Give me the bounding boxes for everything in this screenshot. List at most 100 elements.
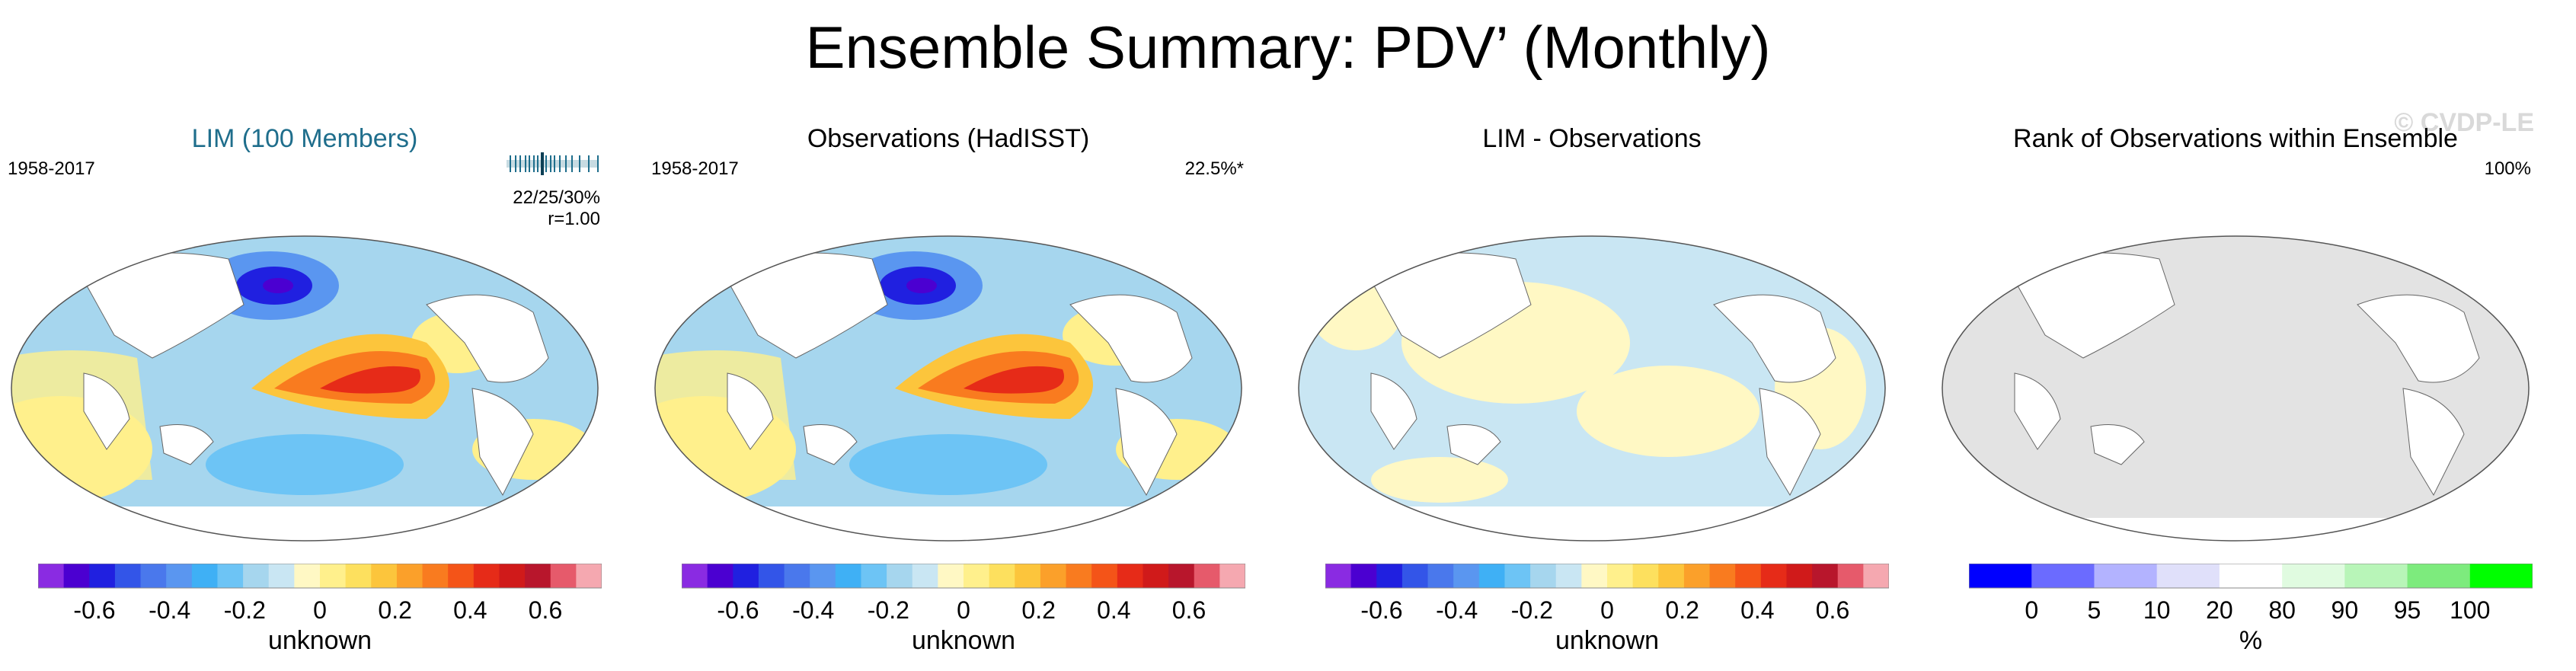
colorbar-swatch xyxy=(887,564,913,588)
colorbar-tick-label: 80 xyxy=(2268,596,2296,624)
colorbar-tick-label: -0.4 xyxy=(792,596,834,624)
colorbar-swatch xyxy=(473,564,500,588)
colorbar-swatch xyxy=(89,564,116,588)
colorbar-swatch xyxy=(2344,564,2408,588)
colorbar-label: unknown xyxy=(1555,626,1659,655)
map-difference-pattern xyxy=(1287,160,1897,617)
colorbar-swatch xyxy=(1091,564,1118,588)
colorbar-swatch xyxy=(1427,564,1454,588)
colorbar-tick-label: 20 xyxy=(2206,596,2233,624)
colorbar-swatch xyxy=(1040,564,1067,588)
colorbar-tick-label: -0.2 xyxy=(224,596,266,624)
colorbar-label: % xyxy=(2239,626,2262,655)
colorbar-swatch xyxy=(707,564,733,588)
colorbar-swatch xyxy=(320,564,347,588)
colorbar-tick-label: 0 xyxy=(313,596,327,624)
colorbar-swatch xyxy=(1786,564,1813,588)
colorbar-swatch xyxy=(294,564,321,588)
colorbar-swatch xyxy=(63,564,90,588)
colorbar-tick-label: 0.4 xyxy=(1097,596,1130,624)
period-label: 1958-2017 xyxy=(651,158,739,179)
watermark: © CVDP-LE xyxy=(2394,108,2534,137)
colorbar-swatch xyxy=(682,564,708,588)
colorbar-swatch xyxy=(525,564,551,588)
colorbar-swatch xyxy=(758,564,785,588)
figure-title: Ensemble Summary: PDV’ (Monthly) xyxy=(805,14,1771,81)
colorbar-tick-label: -0.6 xyxy=(73,596,115,624)
colorbar-swatch xyxy=(448,564,475,588)
colorbar-tick-label: 0 xyxy=(1600,596,1614,624)
colorbar-swatch xyxy=(422,564,449,588)
colorbar-swatch xyxy=(964,564,990,588)
stats-block: 22/25/30% r=1.00 xyxy=(513,187,600,230)
colorbar-swatch xyxy=(371,564,398,588)
colorbar-difference: -0.6 -0.4 -0.2 0 0.2 0.4 0.6 unknown xyxy=(1325,564,1889,663)
colorbar-swatch xyxy=(345,564,372,588)
colorbar-swatch xyxy=(1760,564,1787,588)
colorbar-tick-label: 0 xyxy=(2025,596,2038,624)
colorbar-swatch xyxy=(1709,564,1736,588)
colorbar-tick-label: 0.2 xyxy=(378,596,411,624)
colorbar-swatch xyxy=(835,564,861,588)
colorbar-tick-label: 0.2 xyxy=(1665,596,1699,624)
colorbar-observations: -0.6 -0.4 -0.2 0 0.2 0.4 0.6 unknown xyxy=(682,564,1245,663)
colorbar-swatch xyxy=(1658,564,1685,588)
colorbar-graphic: -0.6 -0.4 -0.2 0 0.2 0.4 0.6 unknown xyxy=(1325,564,1889,655)
colorbar-tick-label: 90 xyxy=(2332,596,2359,624)
colorbar-swatch xyxy=(1530,564,1557,588)
colorbar-graphic: 0 5 10 20 80 90 95 100% xyxy=(1969,564,2533,655)
map-rank xyxy=(1931,160,2540,617)
panel-difference: LIM - Observations -0.6 -0.4 -0.2 0 0.2 0.4 0.… xyxy=(1287,114,1897,663)
colorbar-swatch xyxy=(1837,564,1864,588)
colorbar-tick-label: 0.6 xyxy=(1172,596,1206,624)
colorbar-swatch xyxy=(1863,564,1889,588)
panel-title-observations: Observations (HadISST) xyxy=(807,124,1090,153)
colorbar-swatch xyxy=(861,564,887,588)
colorbar-tick-label: 0 xyxy=(957,596,970,624)
colorbar-swatch xyxy=(114,564,142,588)
colorbar-tick-label: 0.4 xyxy=(453,596,487,624)
colorbar-swatch xyxy=(2282,564,2345,588)
colorbar-swatch xyxy=(2469,564,2533,588)
colorbar-swatch xyxy=(1555,564,1582,588)
colorbar-swatch xyxy=(1812,564,1839,588)
colorbar-label: unknown xyxy=(912,626,1015,655)
period-label: 1958-2017 xyxy=(8,158,95,179)
colorbar-lim: -0.6 -0.4 -0.2 0 0.2 0.4 0.6 unknown xyxy=(38,564,602,663)
colorbar-swatch xyxy=(912,564,938,588)
panel-title-rank: Rank of Observations within Ensemble xyxy=(2013,124,2458,153)
colorbar-swatch xyxy=(938,564,964,588)
panel-rank: © CVDP-LE Rank of Observations within En… xyxy=(1931,108,2540,663)
colorbar-swatch xyxy=(784,564,810,588)
colorbar-swatch xyxy=(2156,564,2220,588)
colorbar-swatch xyxy=(1969,564,2032,588)
colorbar-swatch xyxy=(2407,564,2471,588)
colorbar-swatch xyxy=(243,564,270,588)
colorbar-swatch xyxy=(1453,564,1480,588)
colorbar-swatch xyxy=(1632,564,1659,588)
colorbar-swatch xyxy=(396,564,423,588)
colorbar-swatch xyxy=(1219,564,1245,588)
colorbar-tick-label: 100 xyxy=(2450,596,2490,624)
colorbar-swatch xyxy=(268,564,295,588)
colorbar-tick-label: 95 xyxy=(2394,596,2421,624)
percentile-stats: 22/25/30% xyxy=(513,187,600,208)
colorbar-tick-label: 5 xyxy=(2088,596,2101,624)
colorbar-tick-label: -0.4 xyxy=(1436,596,1478,624)
map-lim-pattern xyxy=(0,160,609,617)
colorbar-swatch xyxy=(191,564,218,588)
colorbar-swatch xyxy=(1066,564,1092,588)
colorbar-swatch xyxy=(1117,564,1143,588)
colorbar-swatch xyxy=(733,564,759,588)
colorbar-tick-label: -0.6 xyxy=(1360,596,1402,624)
colorbar-swatch xyxy=(810,564,836,588)
colorbar-swatch xyxy=(1143,564,1169,588)
colorbar-swatch xyxy=(140,564,167,588)
panel-title-lim: LIM (100 Members) xyxy=(191,124,418,153)
map-observations-pattern xyxy=(644,160,1253,617)
colorbar-tick-label: -0.2 xyxy=(1511,596,1553,624)
colorbar-tick-label: 0.4 xyxy=(1740,596,1774,624)
colorbar-swatch xyxy=(1581,564,1608,588)
ensemble-spread-bar xyxy=(507,152,599,175)
colorbar-swatch xyxy=(989,564,1015,588)
